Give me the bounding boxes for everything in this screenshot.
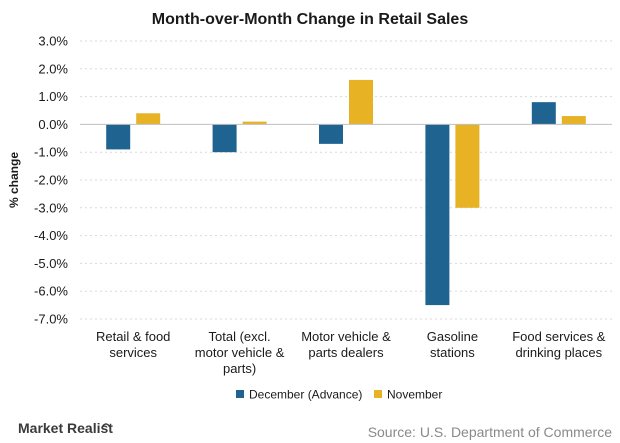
brand-swoosh-icon (101, 423, 111, 428)
x-category-label: Retail & food (96, 329, 170, 344)
bar-december (212, 124, 237, 153)
y-axis-title: % change (7, 152, 21, 208)
x-category-label: Motor vehicle & (301, 329, 391, 344)
bars (106, 79, 586, 306)
source-note: Source: U.S. Department of Commerce (368, 424, 613, 440)
legend: December (Advance) November (236, 388, 442, 402)
bar-december (425, 124, 450, 306)
x-category-label: Total (excl. (209, 329, 271, 344)
x-category-label: services (109, 345, 157, 360)
bar-november (561, 116, 586, 125)
bar-november (349, 79, 373, 125)
x-category-label: drinking places (515, 345, 602, 360)
y-tick-label: 1.0% (38, 89, 68, 104)
grid-layer (80, 40, 612, 320)
brand-logo: Market Realist (18, 420, 113, 436)
y-tick-label: -1.0% (34, 145, 68, 160)
y-tick-label: 0.0% (38, 117, 68, 132)
bar-december (531, 102, 556, 125)
y-tick-label: -5.0% (34, 256, 68, 271)
chart-title: Month-over-Month Change in Retail Sales (152, 11, 469, 28)
x-category-label: motor vehicle & (195, 345, 285, 360)
bar-november (136, 113, 161, 125)
y-tick-label: 2.0% (38, 61, 68, 76)
brand-name: Market Realist (18, 420, 113, 436)
bar-december (319, 124, 343, 144)
legend-swatch (374, 390, 382, 398)
y-tick-label: 3.0% (38, 34, 68, 49)
y-tick-label: -3.0% (34, 200, 68, 215)
y-tick-label: -2.0% (34, 173, 68, 188)
legend-label: December (Advance) (249, 388, 362, 402)
x-category-label: Gasoline (427, 329, 478, 344)
x-category-label: parts dealers (308, 345, 384, 360)
y-tick-label: -7.0% (34, 312, 68, 327)
x-category-label: parts) (223, 361, 256, 376)
bar-december (106, 124, 131, 150)
x-category-label: Food services & (512, 329, 606, 344)
y-tick-label: -6.0% (34, 284, 68, 299)
y-tick-label: -4.0% (34, 228, 68, 243)
legend-swatch (236, 390, 244, 398)
bar-november (455, 124, 480, 208)
x-category-label: stations (430, 345, 475, 360)
y-axis-ticks: 3.0% 2.0% 1.0% 0.0% -1.0% -2.0% -3.0% -4.0% -5.0… (34, 34, 68, 327)
bar-november (242, 121, 267, 125)
legend-label: November (387, 388, 442, 402)
